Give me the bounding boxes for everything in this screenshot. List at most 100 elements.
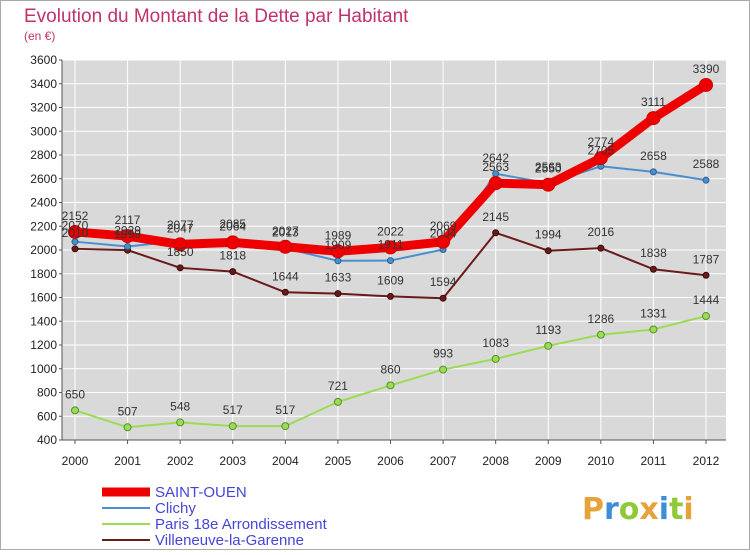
data-label: 507: [118, 404, 138, 418]
x-tick-label: 2007: [430, 454, 457, 468]
data-point: [278, 239, 293, 254]
logo-letter: i: [683, 492, 693, 527]
data-label: 650: [65, 387, 85, 401]
x-tick-label: 2001: [114, 454, 141, 468]
logo-letter: o: [619, 492, 640, 527]
data-point: [649, 265, 657, 273]
data-label: 2022: [377, 224, 404, 238]
data-label: 2069: [430, 219, 457, 233]
chart-subtitle: (en €): [24, 29, 55, 43]
data-label: 1994: [535, 228, 562, 242]
x-tick-label: 2000: [62, 454, 89, 468]
data-point: [176, 418, 185, 427]
data-label: 2642: [482, 151, 509, 165]
data-label: 2013: [272, 225, 299, 239]
data-point: [173, 237, 188, 252]
data-label: 2563: [535, 160, 562, 174]
y-tick-label: 2200: [30, 219, 57, 233]
data-point: [439, 294, 447, 302]
x-tick-label: 2002: [167, 454, 194, 468]
data-label: 2152: [62, 209, 89, 223]
data-point: [387, 257, 394, 265]
y-tick-labels: 400 600 800 1000 1200 1400 1600 1800 2000 2200 240…: [30, 53, 62, 447]
data-label: 1818: [219, 249, 246, 263]
data-point: [699, 77, 713, 92]
data-point: [593, 151, 608, 166]
legend-label: Clichy: [155, 500, 196, 517]
data-label: 1444: [693, 293, 720, 307]
data-label: 548: [170, 399, 190, 413]
data-point: [492, 229, 500, 237]
proxiti-logo: Proxiti: [582, 492, 694, 527]
data-label: 1787: [693, 252, 720, 266]
data-label: 2658: [640, 149, 667, 163]
data-label: 1633: [325, 271, 352, 285]
logo-letter: x: [639, 492, 658, 527]
data-label: 2588: [693, 157, 720, 171]
data-point: [702, 271, 710, 279]
data-point: [68, 224, 82, 239]
y-tick-label: 2400: [30, 196, 57, 210]
data-label: 1594: [430, 275, 457, 289]
y-tick-label: 3200: [30, 101, 57, 115]
x-tick-labels: 2000 2001 2002 2003 2004 2005 2006 2007 2008 2009…: [62, 440, 720, 468]
logo-letter: i: [659, 492, 669, 527]
data-label: 1911: [378, 238, 404, 252]
data-label: 2064: [219, 219, 246, 233]
data-label: 1838: [640, 246, 667, 260]
y-tick-label: 800: [37, 386, 57, 400]
x-tick-label: 2011: [641, 454, 667, 468]
data-point: [71, 406, 79, 415]
data-point: [491, 354, 500, 363]
data-point: [330, 244, 345, 259]
x-tick-label: 2012: [693, 454, 720, 468]
x-tick-label: 2004: [272, 454, 299, 468]
data-label: 2774: [587, 135, 614, 149]
data-label: 2010: [62, 226, 89, 240]
data-point: [228, 422, 237, 431]
data-label: 3111: [641, 95, 666, 109]
y-tick-label: 1400: [30, 314, 57, 328]
y-tick-label: 1800: [30, 267, 57, 281]
y-tick-label: 1000: [30, 362, 57, 376]
data-point: [702, 312, 710, 321]
data-label: 2070: [62, 219, 89, 233]
data-point: [71, 245, 79, 253]
legend-label: Paris 18e Arrondissement: [155, 516, 328, 533]
data-label: 1193: [535, 323, 561, 337]
data-label: 721: [328, 379, 348, 393]
x-tick-label: 2008: [482, 454, 509, 468]
logo-letter: t: [669, 492, 683, 527]
data-point: [596, 330, 605, 339]
data-label: 2047: [167, 221, 194, 235]
data-point: [387, 292, 394, 300]
data-label: 993: [433, 347, 453, 361]
data-point: [649, 325, 658, 334]
x-tick-label: 2003: [219, 454, 246, 468]
data-label: 1989: [325, 228, 352, 242]
data-point: [541, 177, 556, 192]
data-label: 2029: [114, 224, 141, 238]
data-label: 860: [380, 362, 400, 376]
y-tick-label: 2600: [30, 172, 57, 186]
y-tick-label: 2000: [30, 243, 57, 257]
data-point: [334, 257, 342, 265]
data-label: 2117: [115, 213, 141, 227]
data-label: 2563: [482, 160, 509, 174]
y-tick-label: 1200: [30, 338, 57, 352]
y-tick-label: 400: [37, 433, 57, 447]
data-label: 2077: [167, 218, 194, 232]
legend-label: SAINT-OUEN: [155, 484, 247, 501]
data-label: 1909: [325, 238, 352, 252]
x-tick-label: 2010: [587, 454, 614, 468]
data-point: [702, 176, 710, 184]
data-label: 2145: [482, 210, 509, 224]
data-point: [333, 397, 342, 406]
y-tick-label: 600: [37, 409, 57, 423]
data-point: [649, 168, 657, 176]
data-point: [436, 234, 451, 249]
data-label: 2004: [430, 227, 457, 241]
